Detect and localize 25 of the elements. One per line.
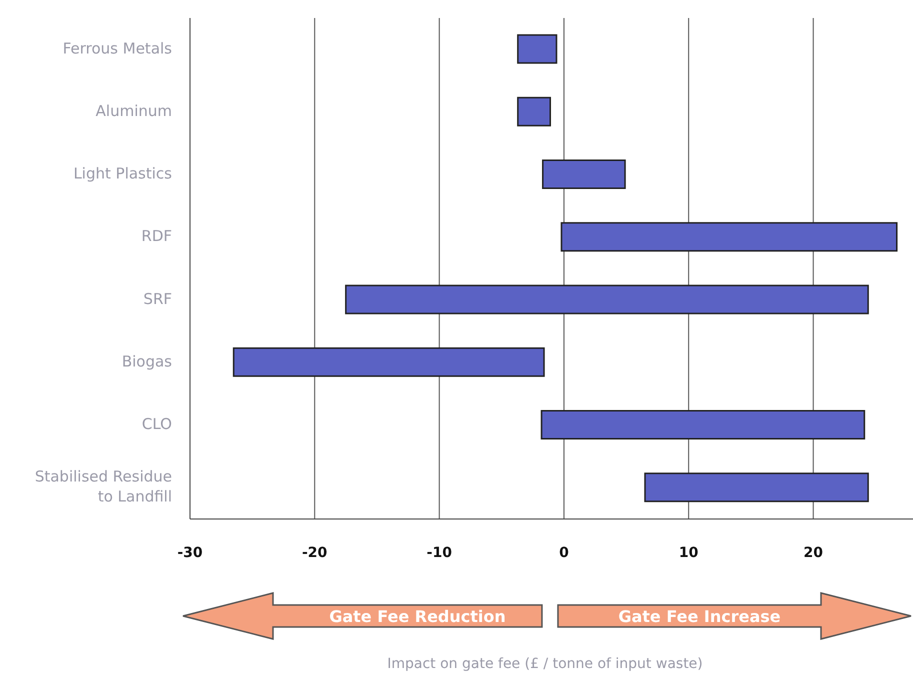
x-tick-label: 20 [804, 544, 824, 561]
y-tick-label: RDF [141, 227, 172, 246]
bar [560, 222, 898, 252]
y-tick-label: Aluminum [96, 102, 172, 120]
bar [232, 347, 545, 377]
bar [644, 472, 869, 502]
x-tick-label: -20 [302, 544, 328, 561]
bar [517, 34, 558, 64]
x-tick-label: 0 [559, 544, 570, 561]
bar [517, 96, 552, 126]
y-tick-label: Light Plastics [73, 164, 172, 183]
text: Impact on gate fee (£ / tonne of input waste) [387, 656, 703, 672]
y-tick-label: CLO [142, 415, 172, 434]
y-tick-label: Stabilised Residue to Landfill [34, 468, 172, 506]
bar [540, 410, 866, 440]
y-tick-label: Ferrous Metals [62, 39, 172, 58]
x-tick-label: -30 [177, 544, 203, 561]
x-tick-label: 10 [678, 544, 699, 561]
y-tick-label: SRF [143, 290, 172, 308]
text: Gate Fee Increase [618, 607, 781, 626]
y-tick-label: Biogas [122, 352, 172, 371]
bar [345, 284, 869, 314]
x-tick-label: -10 [426, 544, 452, 561]
bar [542, 160, 626, 189]
text: Gate Fee Reduction [329, 607, 506, 626]
